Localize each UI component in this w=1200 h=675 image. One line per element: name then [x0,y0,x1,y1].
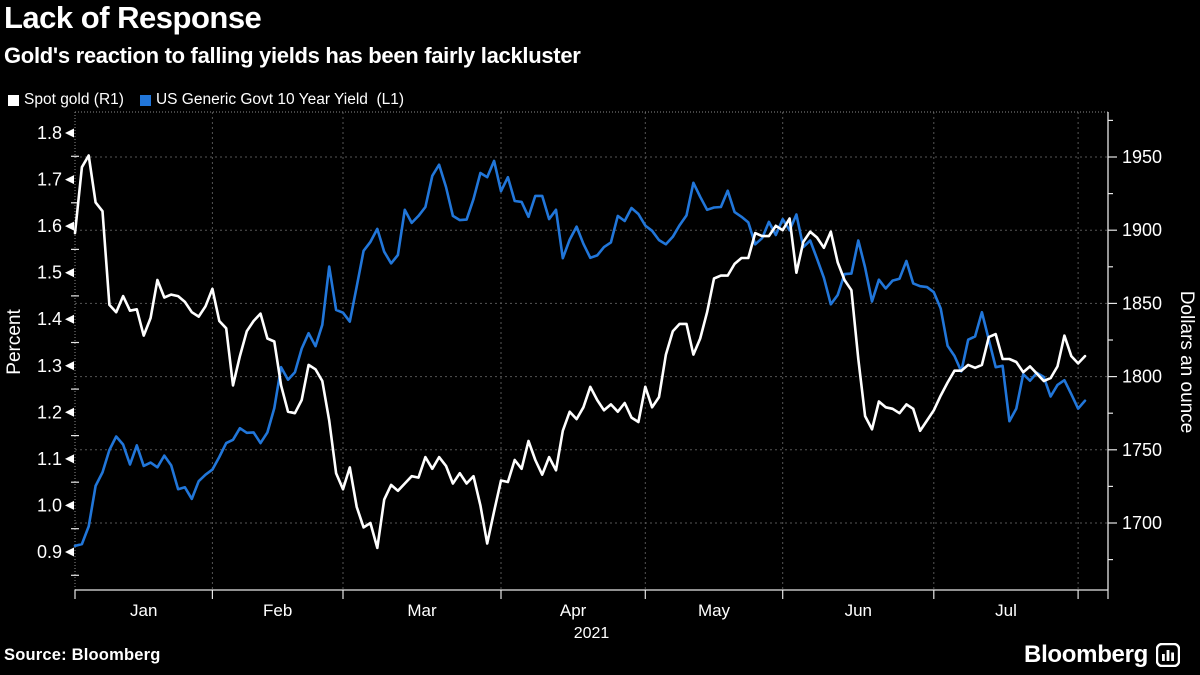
left-axis-tick-label: 1.6 [37,216,62,236]
source-attribution: Source: Bloomberg [4,646,161,664]
left-axis-tick-arrow [65,547,74,557]
left-axis-tick-label: 1.3 [37,356,62,376]
page-subtitle: Gold's reaction to falling yields has be… [4,43,581,68]
right-axis-tick-label: 1950 [1122,147,1162,167]
left-axis-tick-label: 1.4 [37,309,62,329]
right-axis-tick-label: 1850 [1122,293,1162,313]
right-axis-tick-label: 1900 [1122,220,1162,240]
x-axis-month-label: Feb [263,601,292,620]
left-axis-title: Percent [4,309,25,375]
x-axis-month-label: May [698,601,731,620]
left-axis-tick-label: 1.5 [37,263,62,283]
legend-label-spot-gold: Spot gold (R1) [24,91,124,108]
left-axis-tick-arrow [65,407,74,417]
page-title: Lack of Response [4,0,262,35]
x-axis-month-label: Apr [560,601,587,620]
left-axis-tick-arrow [65,361,74,371]
left-axis-tick-arrow [65,175,74,185]
chart-legend: Spot gold (R1) US Generic Govt 10 Year Y… [8,91,420,109]
left-axis-tick-arrow [65,500,74,510]
x-axis-year-label: 2021 [574,625,610,642]
left-axis-tick-arrow [65,128,74,138]
left-axis-tick-arrow [65,454,74,464]
left-axis-tick-label: 1.2 [37,402,62,422]
left-axis-tick-arrow [65,268,74,278]
right-axis-tick-label: 1750 [1122,440,1162,460]
legend-label-yield: US Generic Govt 10 Year Yield (L1) [155,91,405,108]
bloomberg-logo-text: Bloomberg [1024,641,1148,668]
x-axis-month-label: Jul [995,601,1017,620]
bloomberg-logo-icon [1156,643,1180,667]
left-axis-tick-label: 1.0 [37,495,62,515]
series-line-10y-yield [73,159,1087,548]
left-axis-tick-label: 1.8 [37,123,62,143]
bloomberg-logo: Bloomberg [1024,641,1180,669]
legend-swatch-gold [8,94,19,106]
left-axis-tick-label: 1.1 [37,449,62,469]
left-axis-tick-arrow [65,314,74,324]
left-axis-tick-arrow [65,221,74,231]
left-axis-tick-label: 1.7 [37,170,62,190]
legend-swatch-yield [139,94,151,106]
x-axis-month-label: Jun [845,601,872,620]
x-axis-month-label: Mar [407,601,437,620]
right-axis-tick-label: 1800 [1122,367,1162,387]
left-axis-tick-label: 0.9 [37,542,62,562]
legend-item-spot-gold: Spot gold (R1) [8,91,124,109]
x-axis-month-label: Jan [130,601,157,620]
legend-item-yield: US Generic Govt 10 Year Yield (L1) [139,91,405,109]
right-axis-tick-label: 1700 [1122,513,1162,533]
right-axis-title: Dollars an ounce [1176,291,1197,434]
series-line-spot-gold [73,154,1087,550]
